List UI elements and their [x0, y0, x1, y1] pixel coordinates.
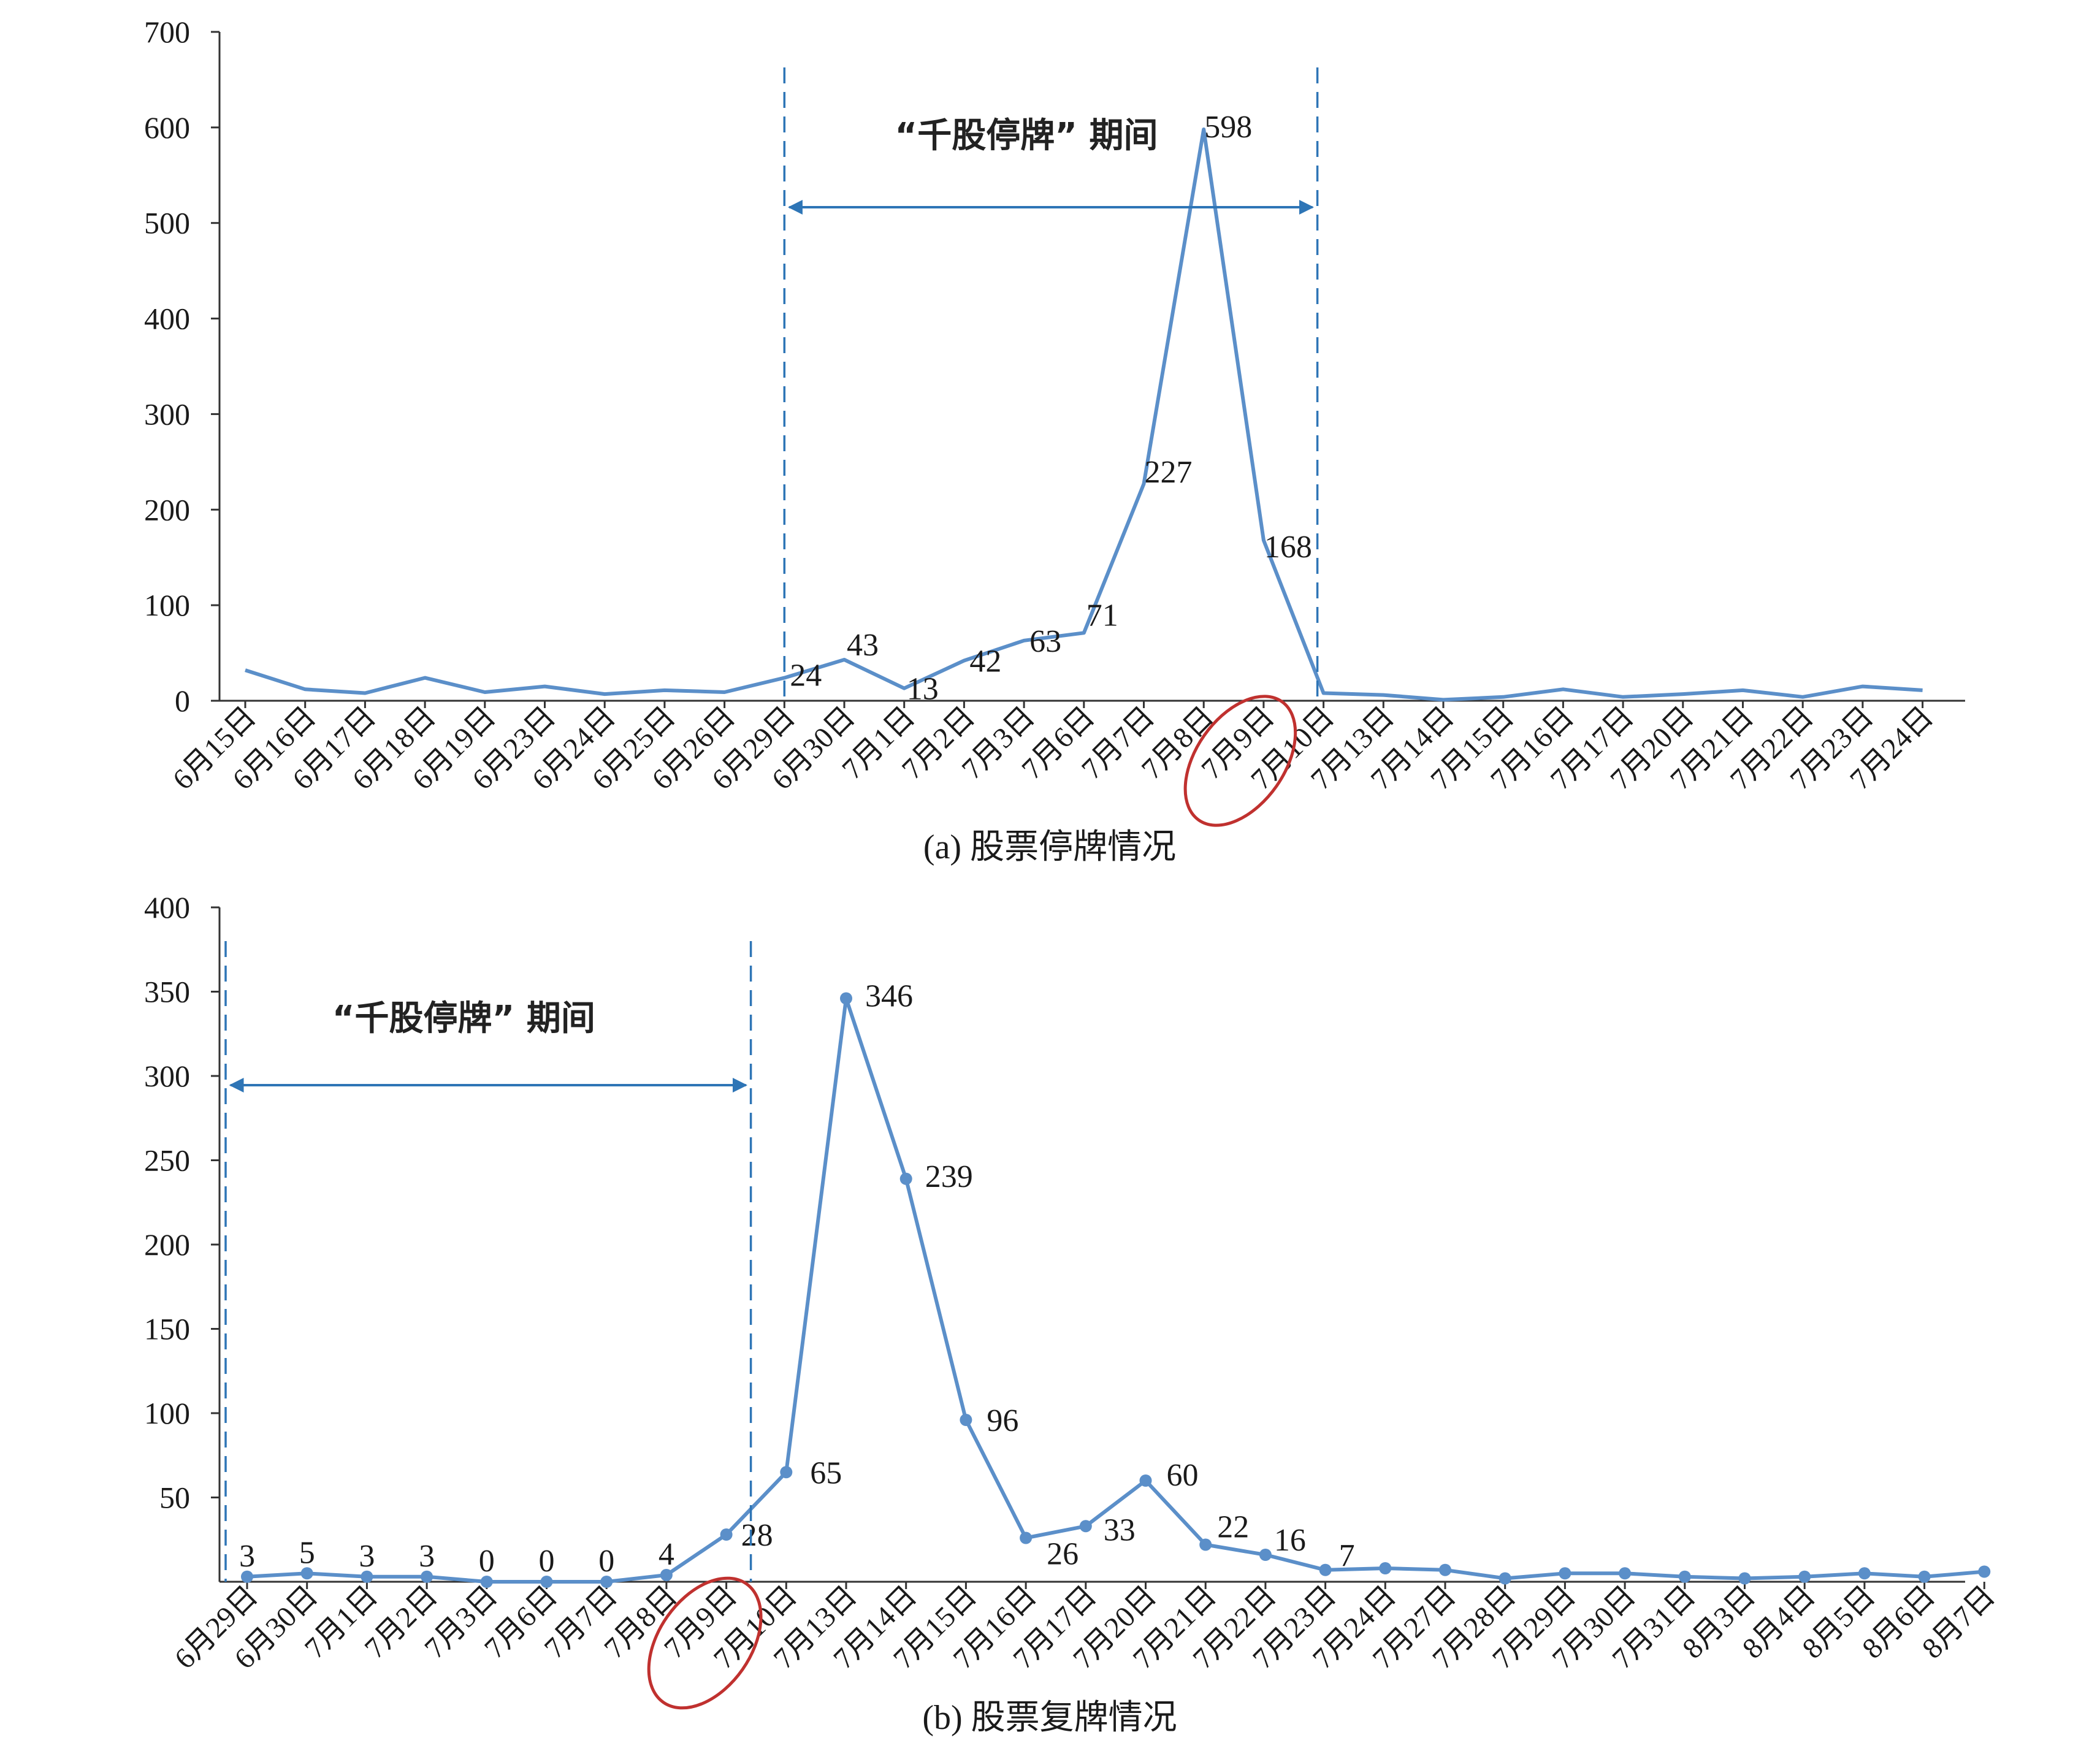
data-label: 60: [1167, 1458, 1199, 1493]
y-tick-label: 400: [144, 302, 190, 336]
data-label: 3: [239, 1539, 255, 1574]
y-tick-label: 100: [144, 588, 190, 622]
data-point: [241, 1570, 253, 1583]
chart-caption: (b) 股票复牌情况: [922, 1699, 1177, 1737]
y-tick-label: 250: [144, 1143, 190, 1178]
data-point: [300, 1567, 313, 1580]
y-tick-label: 400: [144, 890, 190, 925]
y-tick-label: 350: [144, 975, 190, 1009]
data-point: [840, 992, 852, 1005]
data-point: [899, 1172, 912, 1185]
y-tick-label: 300: [144, 1059, 190, 1093]
data-label: 3: [359, 1539, 375, 1574]
data-point: [600, 1576, 613, 1588]
data-point: [1020, 1531, 1033, 1544]
data-point: [1139, 1474, 1152, 1487]
data-label: 33: [1104, 1512, 1136, 1547]
data-point: [1259, 1549, 1272, 1561]
data-point: [720, 1528, 733, 1541]
data-point: [1738, 1572, 1751, 1585]
chart-a-suspensions: 01002003004005006007006月15日6月16日6月17日6月1…: [144, 15, 1965, 866]
period-label: “千股停牌” 期间: [332, 999, 595, 1039]
period-label: “千股停牌” 期间: [895, 116, 1158, 156]
data-point: [480, 1576, 493, 1588]
data-label: 5: [299, 1535, 315, 1570]
data-point: [1079, 1520, 1092, 1533]
data-label: 13: [907, 672, 939, 707]
y-tick-label: 0: [175, 684, 190, 718]
y-tick-label: 200: [144, 492, 190, 527]
y-tick-label: 500: [144, 206, 190, 240]
highlight-circle: [647, 1576, 763, 1710]
data-label: 43: [847, 628, 879, 663]
data-point: [1199, 1538, 1212, 1551]
data-point: [660, 1569, 673, 1581]
data-label: 28: [741, 1518, 773, 1553]
data-point: [1798, 1570, 1811, 1583]
y-tick-label: 600: [144, 110, 190, 145]
data-point: [1439, 1563, 1451, 1576]
data-label: 0: [479, 1544, 495, 1579]
data-label: 7: [1339, 1538, 1355, 1573]
data-point: [780, 1466, 793, 1479]
data-point: [540, 1576, 553, 1588]
y-tick-label: 300: [144, 397, 190, 431]
data-label: 42: [969, 644, 1001, 679]
data-label: 598: [1204, 110, 1252, 145]
y-tick-label: 50: [159, 1481, 190, 1515]
data-point: [1858, 1567, 1871, 1580]
data-point: [1499, 1572, 1511, 1585]
chart-caption: (a) 股票停牌情况: [923, 828, 1176, 866]
y-tick-label: 200: [144, 1227, 190, 1262]
data-point: [421, 1570, 433, 1583]
data-label: 0: [539, 1544, 555, 1579]
data-label: 71: [1086, 598, 1118, 633]
data-point: [1918, 1570, 1931, 1583]
data-label: 3: [419, 1539, 435, 1574]
data-label: 227: [1145, 455, 1193, 490]
data-point: [1319, 1563, 1332, 1576]
y-tick-label: 150: [144, 1312, 190, 1346]
data-point: [1678, 1570, 1691, 1583]
data-label: 0: [598, 1544, 614, 1579]
data-label: 16: [1274, 1523, 1306, 1558]
data-label: 346: [865, 979, 913, 1014]
data-point: [960, 1414, 972, 1426]
data-point: [1978, 1565, 1991, 1578]
data-label: 96: [987, 1403, 1018, 1438]
data-label: 22: [1217, 1510, 1249, 1545]
chart-b-resumptions: 501001502002503003504006月29日6月30日7月1日7月2…: [144, 890, 2001, 1737]
data-label: 4: [659, 1537, 674, 1572]
data-label: 239: [925, 1159, 973, 1194]
data-point: [361, 1570, 373, 1583]
series-line: [246, 996, 1985, 1584]
y-tick-label: 100: [144, 1396, 190, 1430]
data-label: 168: [1264, 530, 1312, 565]
data-label: 26: [1047, 1537, 1079, 1572]
y-tick-label: 700: [144, 15, 190, 49]
data-point: [1559, 1567, 1571, 1580]
data-label: 24: [790, 658, 822, 693]
data-label: 65: [810, 1455, 842, 1490]
series-line: [245, 128, 1923, 702]
data-point: [1619, 1567, 1632, 1580]
data-point: [1379, 1562, 1392, 1574]
highlight-circle: [1183, 695, 1297, 827]
data-label: 63: [1029, 624, 1061, 659]
